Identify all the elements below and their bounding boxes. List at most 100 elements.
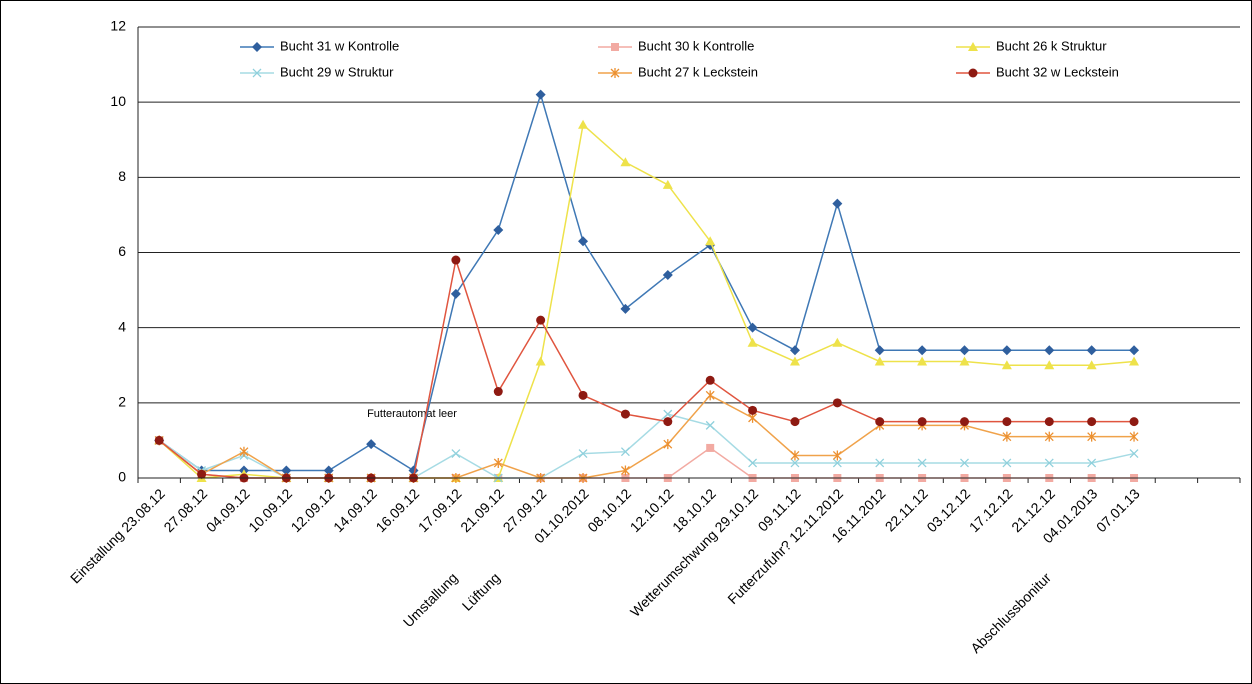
marker [663,409,673,419]
marker [875,417,885,427]
marker [450,288,461,299]
marker [1044,417,1054,427]
marker [832,450,842,461]
marker [1129,417,1139,427]
marker [620,303,631,314]
marker [1044,458,1054,468]
marker [197,469,207,479]
marker [620,465,630,476]
marker [790,450,800,461]
marker [959,356,970,366]
marker [832,337,843,347]
marker [1087,431,1097,442]
marker [1002,431,1012,442]
marker [1087,458,1097,468]
marker [1002,458,1012,468]
marker [832,458,842,468]
marker [662,270,673,281]
marker [281,465,292,476]
marker [917,345,928,356]
legend-marker [252,42,262,52]
legend-label: Bucht 30 k Kontrolle [638,38,754,53]
marker [535,356,546,366]
marker [1044,345,1055,356]
marker [747,337,758,347]
marker [960,458,969,468]
legend-label: Bucht 29 w Struktur [280,64,394,79]
marker [1001,360,1012,370]
marker [663,439,673,450]
marker [451,255,461,265]
marker [1129,345,1140,356]
marker [239,446,249,457]
legend-marker [968,42,978,51]
marker [323,465,334,476]
marker [662,179,673,189]
y-tick-label: 8 [118,168,126,184]
marker [1044,360,1055,370]
marker [366,439,377,450]
marker [663,417,673,427]
legend-marker [610,68,620,78]
marker [705,420,715,430]
marker [789,345,800,356]
marker [493,224,504,235]
marker [959,345,970,356]
marker [917,458,927,468]
marker [620,447,630,457]
marker [578,390,588,400]
marker [875,458,885,468]
legend-label: Bucht 26 k Struktur [996,38,1107,53]
y-tick-label: 6 [118,243,126,259]
marker [874,356,885,366]
y-tick-label: 4 [118,318,126,334]
marker [789,356,800,366]
marker [493,457,503,468]
marker [1044,431,1054,442]
y-tick-label: 10 [110,93,126,109]
marker [1086,345,1097,356]
marker [578,236,589,247]
marker [874,345,885,356]
marker [790,458,800,468]
marker [1129,449,1139,459]
marker [451,449,461,459]
marker [536,315,546,325]
series-line [158,92,1135,472]
y-tick-label: 12 [110,18,126,34]
marker [832,198,843,209]
marker [620,409,630,419]
y-tick-label: 0 [118,469,126,485]
marker [1087,417,1097,427]
marker [917,356,928,366]
marker [1129,356,1140,366]
marker [706,443,715,452]
legend-label: Bucht 27 k Leckstein [638,64,758,79]
marker [705,375,715,385]
marker [578,449,588,459]
marker [578,119,589,129]
marker [1129,431,1139,442]
marker [747,322,758,333]
legend-label: Bucht 32 w Leckstein [996,64,1119,79]
marker [1001,345,1012,356]
marker [493,387,503,397]
marker [960,417,969,427]
marker [917,417,927,427]
marker [1002,417,1012,427]
legend-marker [611,43,619,51]
marker [705,390,715,401]
annotation: Futterautomat leer [367,408,457,420]
y-tick-label: 2 [118,394,126,410]
legend-label: Bucht 31 w Kontrolle [280,38,399,53]
legend-marker [252,68,262,78]
marker [154,435,164,445]
marker [620,157,631,167]
marker [748,458,758,468]
marker [705,236,716,246]
marker [790,417,800,427]
marker [832,398,842,408]
marker [1086,360,1097,370]
marker [748,405,758,415]
